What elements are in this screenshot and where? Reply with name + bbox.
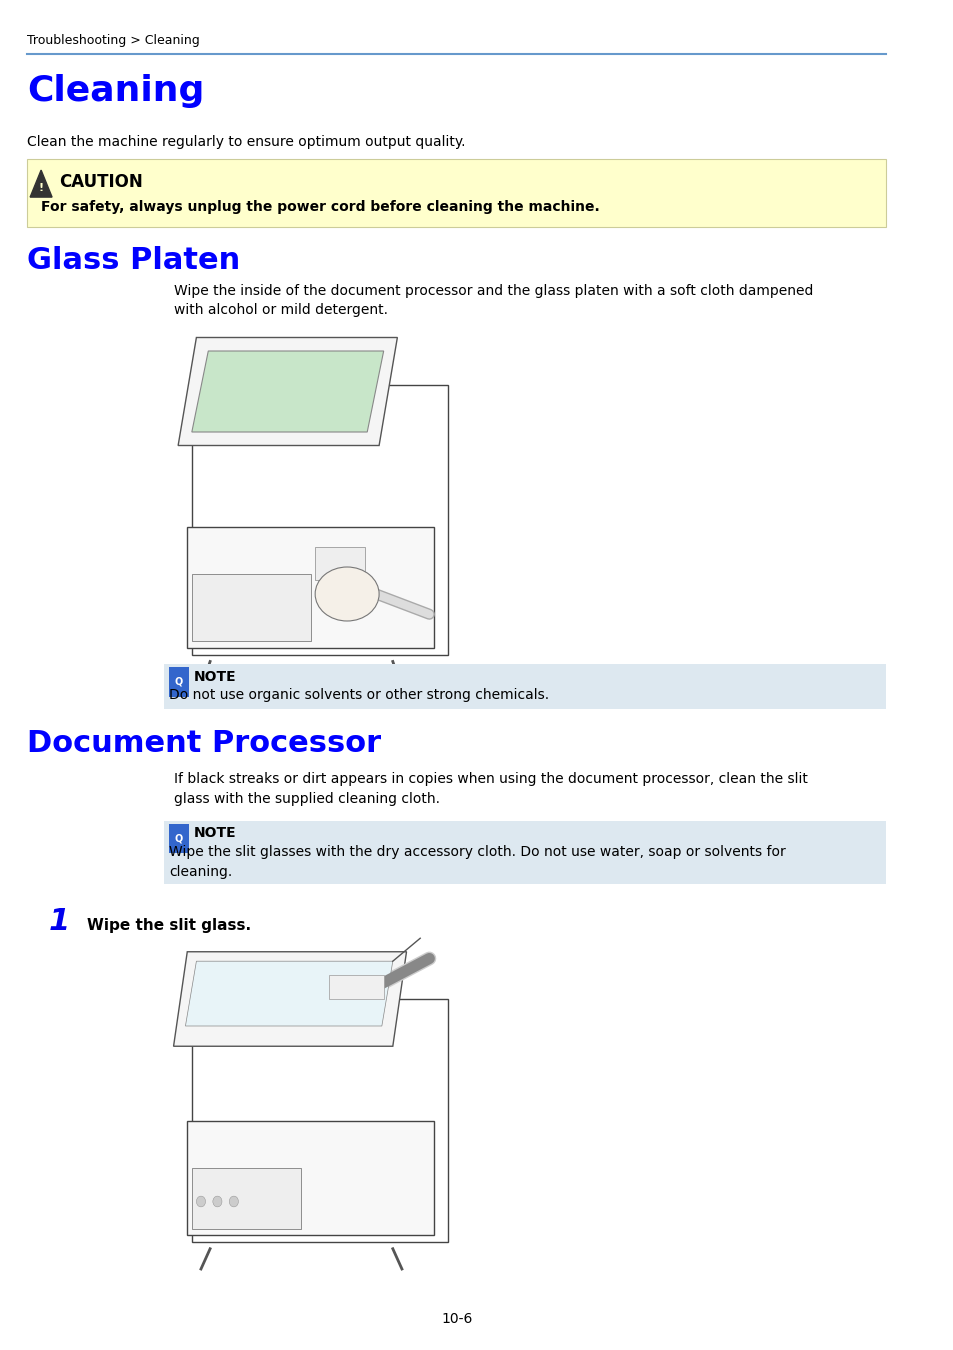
FancyBboxPatch shape	[192, 385, 447, 655]
Text: !: !	[38, 182, 44, 193]
Text: Troubleshooting > Cleaning: Troubleshooting > Cleaning	[28, 34, 200, 47]
Ellipse shape	[229, 1196, 238, 1207]
Ellipse shape	[196, 1196, 205, 1207]
Text: 1: 1	[49, 907, 70, 936]
Polygon shape	[192, 351, 383, 432]
Text: Glass Platen: Glass Platen	[28, 246, 240, 274]
FancyBboxPatch shape	[169, 824, 189, 853]
FancyBboxPatch shape	[187, 526, 434, 648]
Ellipse shape	[314, 567, 378, 621]
Text: For safety, always unplug the power cord before cleaning the machine.: For safety, always unplug the power cord…	[41, 200, 599, 213]
Text: Q: Q	[174, 676, 183, 687]
Text: Clean the machine regularly to ensure optimum output quality.: Clean the machine regularly to ensure op…	[28, 135, 465, 148]
FancyBboxPatch shape	[192, 1168, 301, 1228]
FancyBboxPatch shape	[192, 999, 447, 1242]
Text: NOTE: NOTE	[193, 826, 236, 840]
FancyBboxPatch shape	[314, 547, 365, 580]
Text: If black streaks or dirt appears in copies when using the document processor, cl: If black streaks or dirt appears in copi…	[173, 772, 806, 806]
Text: Wipe the slit glass.: Wipe the slit glass.	[87, 918, 251, 933]
Text: 10-6: 10-6	[440, 1312, 472, 1326]
FancyBboxPatch shape	[192, 574, 311, 641]
Polygon shape	[173, 952, 406, 1046]
Polygon shape	[185, 961, 393, 1026]
Ellipse shape	[213, 1196, 222, 1207]
Text: Q: Q	[174, 833, 183, 844]
FancyBboxPatch shape	[169, 667, 189, 697]
Text: Wipe the slit glasses with the dry accessory cloth. Do not use water, soap or so: Wipe the slit glasses with the dry acces…	[169, 845, 785, 879]
FancyBboxPatch shape	[187, 1120, 434, 1235]
FancyBboxPatch shape	[329, 975, 383, 999]
FancyBboxPatch shape	[164, 664, 885, 709]
Polygon shape	[30, 170, 52, 197]
FancyBboxPatch shape	[164, 821, 885, 884]
Text: NOTE: NOTE	[193, 670, 236, 683]
Text: Cleaning: Cleaning	[28, 74, 205, 108]
Polygon shape	[178, 338, 397, 446]
Text: CAUTION: CAUTION	[59, 173, 143, 190]
Text: Wipe the inside of the document processor and the glass platen with a soft cloth: Wipe the inside of the document processo…	[173, 284, 812, 317]
Text: Document Processor: Document Processor	[28, 729, 381, 757]
FancyBboxPatch shape	[28, 159, 885, 227]
Text: Do not use organic solvents or other strong chemicals.: Do not use organic solvents or other str…	[169, 688, 549, 702]
